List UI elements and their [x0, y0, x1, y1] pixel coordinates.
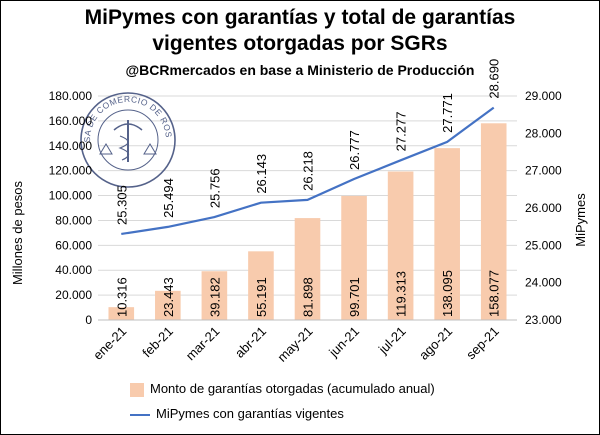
bar [248, 251, 274, 320]
seal-emblem-scales [99, 143, 157, 155]
y2-tick-label: 23.000 [525, 313, 562, 327]
bar [387, 171, 414, 320]
y-tick-label: 0 [85, 313, 92, 327]
bar-value-label: 119.313 [394, 271, 409, 317]
chart-title-line1: MiPymes con garantías y total de garantí… [84, 6, 516, 29]
line-value-label: 25.494 [161, 178, 176, 218]
y-tick-label: 180.000 [49, 89, 93, 103]
bar [201, 271, 228, 320]
y-tick-label: 160.000 [49, 114, 93, 128]
bar [294, 218, 321, 320]
x-tick-label: jun-21 [325, 324, 362, 361]
line-value-label: 27.771 [440, 93, 455, 133]
y-tick-label: 120.000 [49, 164, 93, 178]
line-value-label: 25.305 [114, 185, 129, 225]
bar-value-label: 55.191 [254, 277, 269, 317]
seal-outer-ring [80, 92, 176, 188]
legend-bar-swatch [130, 382, 144, 397]
y-tick-label: 60.000 [55, 238, 92, 252]
bar-value-label: 10.316 [114, 277, 129, 317]
bar [155, 290, 181, 320]
x-tick-label: ene-21 [90, 324, 129, 363]
bar-value-label: 23.443 [161, 277, 176, 317]
line-value-label: 26.777 [347, 130, 362, 170]
line-value-label: 27.277 [394, 112, 409, 152]
x-tick-label: jul-21 [375, 324, 409, 358]
line-value-label: 25.756 [207, 168, 222, 208]
x-tick-label: mar-21 [183, 324, 223, 364]
x-tick-label: feb-21 [139, 324, 176, 361]
x-tick-label: abr-21 [232, 324, 269, 361]
seal-emblem-wings [113, 123, 143, 131]
legend-line-label: MiPymes con garantías vigentes [156, 406, 344, 421]
y-tick-label: 140.000 [49, 139, 93, 153]
bar [108, 307, 135, 320]
bar-series [108, 123, 507, 320]
legend-item-bars: Monto de garantías otorgadas (acumulado … [130, 381, 435, 397]
y-tick-label: 100.000 [49, 189, 93, 203]
chart-title-line2: vigentes otorgadas por SGRs [152, 32, 448, 55]
legend-item-line: MiPymes con garantías vigentes [130, 406, 344, 421]
x-tick-label: ago-21 [416, 324, 455, 363]
bar [434, 148, 460, 320]
line-value-label: 26.218 [301, 151, 316, 191]
y2-tick-label: 26.000 [525, 201, 562, 215]
y-tick-label: 40.000 [55, 263, 92, 277]
bar [341, 195, 367, 320]
bar-value-label: 138.095 [440, 270, 455, 317]
bar-value-label: 158.077 [487, 270, 502, 317]
chart-subtitle: @BCRmercados en base a Ministerio de Pro… [125, 62, 475, 78]
data-labels: 10.316 23.443 39.182 55.191 81.898 99.701 119.… [114, 59, 501, 317]
seal-emblem-snake [118, 135, 130, 161]
y-axis-title: Millones de pesos [10, 180, 25, 285]
x-tick-label: sep-21 [463, 324, 502, 363]
bar-value-label: 39.182 [207, 277, 222, 317]
y-tick-label: 80.000 [55, 213, 92, 227]
legend-bar-label: Monto de garantías otorgadas (acumulado … [150, 381, 435, 396]
bar-value-label: 99.701 [347, 277, 362, 317]
x-tick-label: may-21 [274, 324, 315, 365]
y2-tick-label: 27.000 [525, 164, 562, 178]
y2-tick-label: 28.000 [525, 126, 562, 140]
line-value-label: 26.143 [254, 154, 269, 194]
bar [480, 123, 507, 320]
line-value-label: 28.690 [487, 59, 502, 99]
y2-axis-title: MiPymes [573, 193, 588, 247]
y2-tick-label: 25.000 [525, 238, 562, 252]
y2-tick-label: 24.000 [525, 276, 562, 290]
y2-tick-label: 29.000 [525, 89, 562, 103]
y-tick-label: 20.000 [55, 288, 92, 302]
seal-inner-ring [97, 109, 159, 171]
line-series [121, 106, 495, 236]
bar-value-label: 81.898 [301, 277, 316, 317]
legend-line-swatch [130, 413, 150, 416]
